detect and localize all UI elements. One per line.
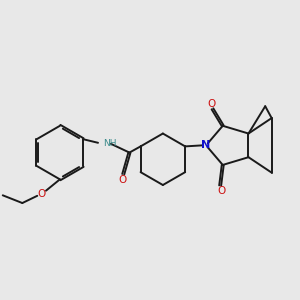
- Text: O: O: [118, 175, 127, 185]
- Text: O: O: [217, 186, 225, 196]
- Text: O: O: [208, 99, 216, 109]
- Text: NH: NH: [103, 139, 116, 148]
- Text: O: O: [38, 189, 46, 199]
- Text: N: N: [201, 140, 210, 150]
